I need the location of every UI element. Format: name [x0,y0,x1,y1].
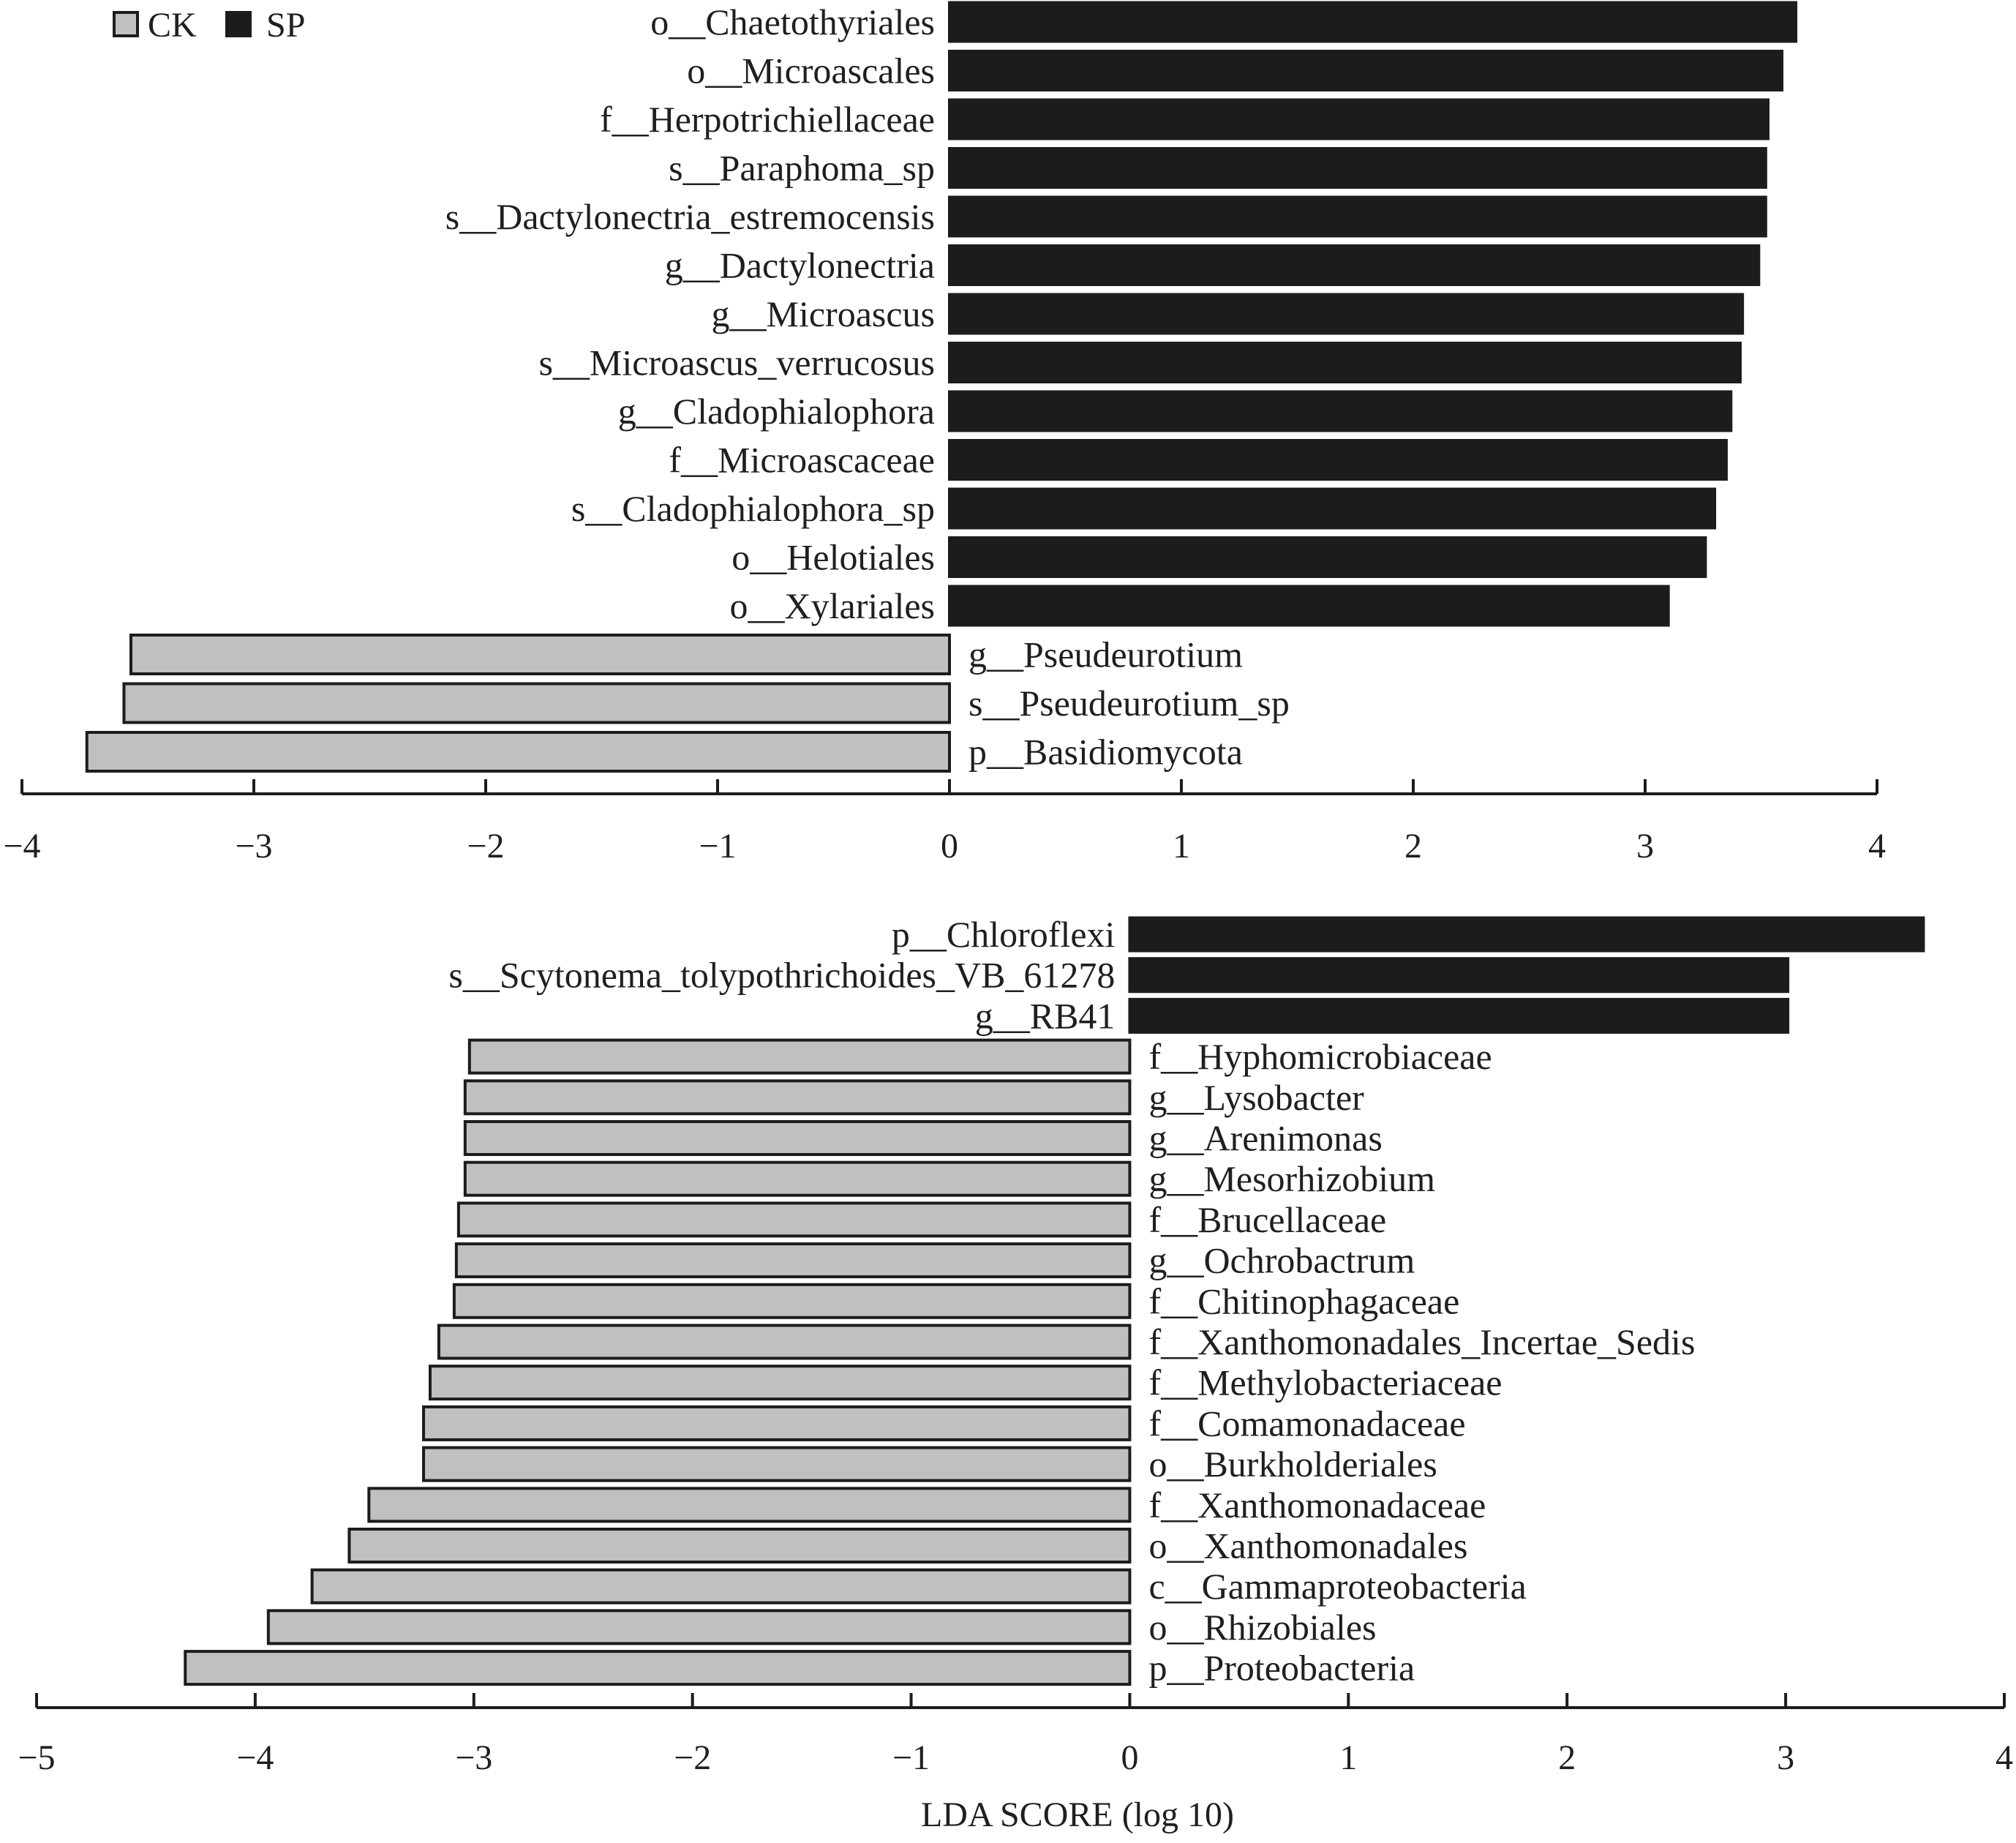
x-tick-label: 3 [1777,1738,1794,1777]
bar-label: g__Dactylonectria [665,245,935,286]
x-tick-label: 2 [1558,1738,1576,1777]
bar-label: g__Arenimonas [1148,1118,1382,1159]
bar-label: s__Cladophialophora_sp [571,488,935,529]
x-tick-label: −1 [892,1738,930,1777]
bar-p__Chloroflexi [1128,916,1925,953]
bar-c__Gammaproteobacteria [310,1568,1132,1604]
bar-g__Ochrobactrum [454,1242,1132,1279]
bar-label: g__Microascus [712,293,936,334]
legend-label-sp: SP [266,6,305,45]
bar-label: p__Basidiomycota [968,732,1243,773]
bar-label: g__Ochrobactrum [1148,1240,1415,1281]
x-tick-label: 4 [1868,827,1886,866]
bar-s__Scytonema_tolypothrichoides_VB_61278 [1128,957,1790,994]
bar-label: o__Xylariales [730,585,935,626]
bar-label: s__Scytonema_tolypothrichoides_VB_61278 [448,955,1115,996]
bar-o__Chaetothyriales [948,1,1798,43]
bar-label: g__Mesorhizobium [1148,1158,1435,1199]
bar-label: f__Herpotrichiellaceae [600,99,935,140]
bar-g__Mesorhizobium [463,1160,1132,1197]
x-tick-label: −2 [467,827,504,866]
bar-label: f__Comamonadaceae [1148,1403,1465,1444]
bar-s__Dactylonectria_estremocensis [948,195,1767,238]
bar-o__Xanthomonadales [347,1528,1132,1564]
bar-g__Dactylonectria [948,244,1761,286]
bar-label: c__Gammaproteobacteria [1148,1566,1526,1607]
x-tick-label: 0 [941,827,958,866]
bar-label: g__RB41 [975,995,1116,1036]
bar-label: p__Chloroflexi [892,914,1116,955]
x-axis-title: LDA SCORE (log 10) [921,1795,1234,1834]
bar-label: o__Xanthomonadales [1148,1525,1467,1566]
x-tick-label: 1 [1173,827,1190,866]
bar-f__Chitinophagaceae [452,1283,1132,1319]
bar-g__RB41 [1128,997,1790,1034]
x-tick-label: −4 [236,1738,274,1777]
bar-label: s__Dactylonectria_estremocensis [445,196,935,237]
bar-s__Cladophialophora_sp [948,487,1717,530]
legend: CK SP [113,6,305,45]
bar-o__Xylariales [948,585,1670,627]
chart-panel-top: o__Chaetothyriales o__Microascales f__Herp… [3,1,1886,866]
x-tick-label: −5 [18,1738,55,1777]
x-tick-label: −1 [699,827,736,866]
bar-g__Microascus [948,293,1745,335]
bar-label: g__Lysobacter [1148,1077,1364,1118]
bar-o__Helotiales [948,536,1707,578]
bar-label: s__Microascus_verrucosus [538,342,935,383]
bar-label: f__Xanthomonadales_Incertae_Sedis [1148,1321,1695,1362]
bar-label: g__Pseudeurotium [968,634,1243,675]
bar-label: f__Chitinophagaceae [1148,1280,1459,1321]
bar-s__Microascus_verrucosus [948,342,1742,383]
bar-o__Rhizobiales [266,1609,1132,1645]
bar-label: o__Burkholderiales [1148,1444,1437,1484]
x-tick-label: 2 [1404,827,1422,866]
bar-f__Xanthomonadaceae [367,1487,1132,1523]
bar-label: f__Xanthomonadaceae [1148,1484,1486,1525]
bar-label: o__Helotiales [731,537,935,578]
x-tick-label: −3 [455,1738,492,1777]
bar-label: f__Hyphomicrobiaceae [1148,1036,1492,1077]
x-tick-label: −2 [674,1738,711,1777]
bar-label: p__Proteobacteria [1148,1648,1415,1689]
bar-label: g__Cladophialophora [618,391,935,432]
bar-g__Pseudeurotium [129,634,952,675]
bar-g__Lysobacter [463,1079,1132,1116]
bar-o__Microascales [948,50,1784,91]
bar-g__Arenimonas [463,1120,1132,1156]
bar-label: s__Pseudeurotium_sp [968,683,1290,724]
bar-f__Hyphomicrobiaceae [467,1038,1132,1075]
x-tick-label: −3 [235,827,272,866]
legend-label-ck: CK [148,6,197,45]
bar-label: o__Rhizobiales [1148,1607,1376,1648]
bar-s__Paraphoma_sp [948,147,1767,189]
bar-f__Herpotrichiellaceae [948,98,1770,140]
bar-f__Methylobacteriaceae [429,1365,1132,1401]
x-tick-label: 4 [1996,1738,2013,1777]
bar-s__Pseudeurotium_sp [122,682,952,724]
bar-f__Xanthomonadales_Incertae_Sedis [437,1324,1132,1360]
bar-label: f__Methylobacteriaceae [1148,1362,1502,1403]
x-tick-label: −4 [3,827,40,866]
bar-label: s__Paraphoma_sp [669,148,935,189]
bar-f__Brucellaceae [456,1201,1132,1238]
bar-f__Comamonadaceae [422,1405,1132,1441]
bar-label: f__Microascaceae [669,440,935,481]
bar-p__Basidiomycota [85,731,951,773]
legend-swatch-ck [113,11,139,37]
bar-label: f__Brucellaceae [1148,1199,1386,1240]
bar-label: o__Microascales [687,50,935,91]
legend-swatch-sp [225,11,252,37]
chart-panel-bottom: p__Chloroflexis__Scytonema_tolypothricho… [18,914,2013,1777]
bar-p__Proteobacteria [184,1650,1132,1686]
x-tick-label: 1 [1339,1738,1357,1777]
x-tick-label: 0 [1121,1738,1138,1777]
x-tick-label: 3 [1636,827,1654,866]
bar-label: o__Chaetothyriales [650,1,935,42]
bar-o__Burkholderiales [422,1446,1132,1482]
bar-g__Cladophialophora [948,390,1733,432]
bar-f__Microascaceae [948,439,1728,481]
